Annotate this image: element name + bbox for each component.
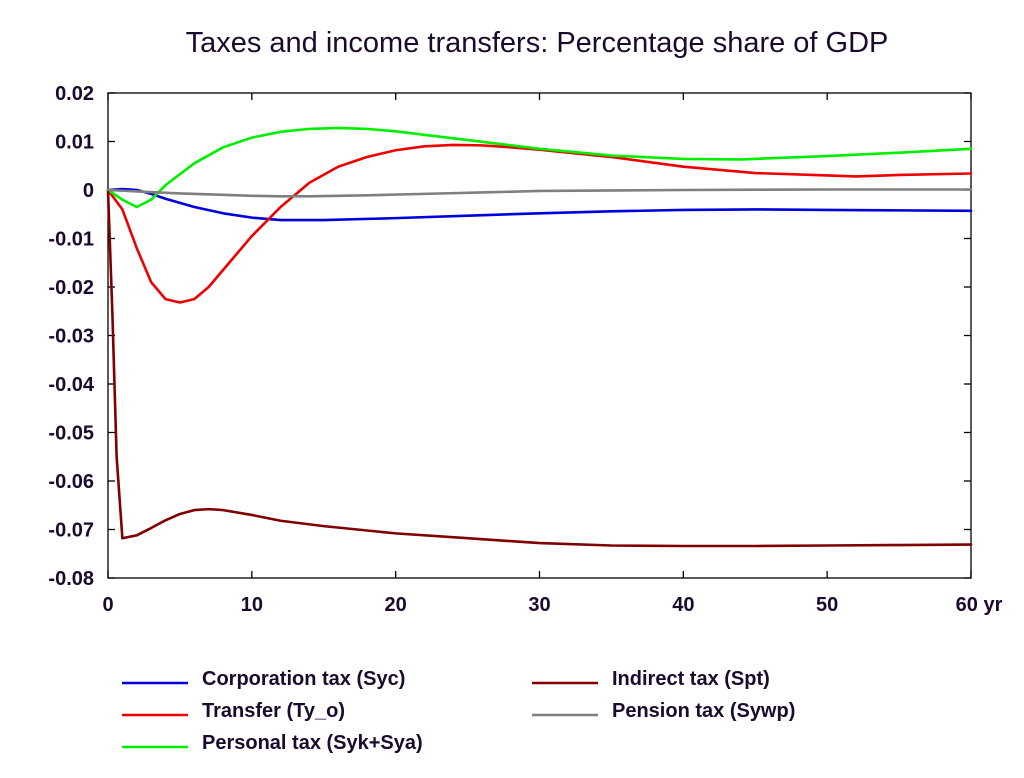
x-tick-label: 10 xyxy=(241,594,263,616)
y-tick-label: 0 xyxy=(83,180,94,202)
series-line-2 xyxy=(106,143,973,304)
y-tick-label: -0.02 xyxy=(48,277,94,299)
x-tick-label: 60 yr xyxy=(956,594,1003,616)
chart-title: Taxes and income transfers: Percentage s… xyxy=(186,27,889,59)
series-line-5 xyxy=(106,188,973,198)
legend-label: Corporation tax (Syc) xyxy=(202,668,405,690)
legend-label: Personal tax (Syk+Sya) xyxy=(202,732,423,754)
x-tick-label: 20 xyxy=(385,594,407,616)
y-tick-label: -0.06 xyxy=(48,471,94,493)
y-tick-label: -0.08 xyxy=(48,568,94,590)
x-tick-label: 0 xyxy=(102,594,113,616)
y-tick-label: -0.01 xyxy=(48,229,94,251)
x-tick-label: 30 xyxy=(528,594,550,616)
legend-label: Transfer (Ty_o) xyxy=(202,700,345,722)
series-line-4 xyxy=(106,188,973,548)
x-tick-label: 50 xyxy=(816,594,838,616)
y-tick-label: -0.04 xyxy=(48,374,94,396)
series-line-3 xyxy=(106,126,973,209)
plot-frame xyxy=(107,92,972,579)
legend-label: Indirect tax (Spt) xyxy=(612,668,770,690)
y-tick-label: -0.07 xyxy=(48,520,94,542)
legend-label: Pension tax (Sywp) xyxy=(612,700,795,722)
y-tick-label: 0.01 xyxy=(55,132,94,154)
series-line-1 xyxy=(106,187,973,222)
y-tick-label: -0.03 xyxy=(48,326,94,348)
x-tick-label: 40 xyxy=(672,594,694,616)
y-tick-label: 0.02 xyxy=(55,83,94,105)
y-tick-label: -0.05 xyxy=(48,423,94,445)
